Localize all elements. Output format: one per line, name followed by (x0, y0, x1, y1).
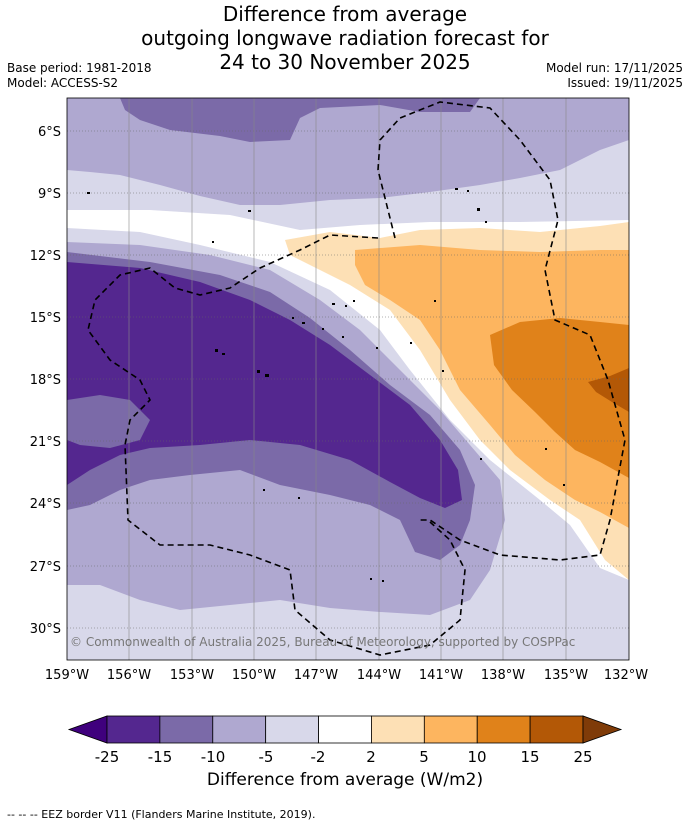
colorbar-segment (265, 715, 319, 744)
lon-label: 132°W (604, 668, 648, 683)
colorbar-tick-label: -10 (201, 748, 226, 766)
longitude-axis: 159°W 156°W 153°W 150°W 147°W 144°W 141°… (45, 668, 648, 683)
lat-label: 30°S (30, 622, 61, 637)
lon-label: 159°W (45, 668, 89, 683)
colorbar-tick-label: 15 (520, 748, 539, 766)
colorbar-segment (423, 715, 478, 744)
metadata-right: Model run: 17/11/2025 Issued: 19/11/2025 (546, 61, 683, 91)
colorbar-segment (159, 715, 214, 744)
lon-label: 147°W (294, 668, 338, 683)
colorbar-tick-label: 25 (573, 748, 592, 766)
band-plus5-plus10 (355, 245, 629, 528)
lon-label: 135°W (544, 668, 588, 683)
colorbar-tick-label: -15 (148, 748, 173, 766)
colorbar-segment (106, 715, 161, 744)
copyright-text: © Commonwealth of Australia 2025, Bureau… (70, 635, 575, 649)
eez-borders (87, 101, 626, 656)
lat-label: 6°S (38, 125, 61, 140)
colorbar (67, 715, 623, 744)
lat-label: 9°S (38, 187, 61, 202)
graticule (67, 130, 629, 629)
lat-label: 18°S (30, 373, 61, 388)
colorbar-segment (212, 715, 267, 744)
colorbar-tick-label: 10 (467, 748, 486, 766)
lat-label: 21°S (30, 435, 61, 450)
eez-legend: -- -- -- EEZ border V11 (Flanders Marine… (7, 808, 316, 821)
map-frame (66, 97, 630, 661)
lon-label: 141°W (419, 668, 463, 683)
colorbar-ticks: -25 -15 -10 -5 -2 2 5 10 15 25 (95, 748, 593, 766)
band-minus15-minus10-north (120, 98, 480, 142)
model-name: Model: ACCESS-S2 (7, 76, 119, 90)
title-line-2: outgoing longwave radiation forecast for (141, 26, 549, 50)
band-minus25-minus15 (67, 262, 462, 508)
colorbar-extend-low (67, 715, 108, 744)
colorbar-tick-label: 5 (419, 748, 429, 766)
colorbar-segment (318, 715, 372, 744)
colorbar-tick-label: -5 (259, 748, 274, 766)
lat-label: 12°S (30, 249, 61, 264)
lon-label: 156°W (107, 668, 151, 683)
colorbar-label: Difference from average (W/m2) (206, 770, 484, 790)
lon-label: 144°W (357, 668, 401, 683)
lat-label: 27°S (30, 560, 61, 575)
colorbar-tick-label: -2 (311, 748, 326, 766)
islands (87, 188, 565, 582)
colorbar-tick-label: -25 (95, 748, 120, 766)
colorbar-segment (476, 715, 531, 744)
colorbar-tick-label: 2 (366, 748, 376, 766)
lon-label: 150°W (232, 668, 276, 683)
title-line-1: Difference from average (222, 2, 468, 26)
metadata-left: Base period: 1981-2018 Model: ACCESS-S2 (7, 61, 152, 91)
base-period: Base period: 1981-2018 (7, 61, 152, 75)
colorbar-segment (371, 715, 425, 744)
model-run: Model run: 17/11/2025 (545, 61, 683, 75)
latitude-axis: 6°S 9°S 12°S 15°S 18°S 21°S 24°S 27°S 30… (30, 125, 61, 637)
colorbar-extend-high (582, 715, 623, 744)
colorbar-segment (529, 715, 584, 744)
band-plus15-plus25 (588, 368, 629, 412)
issued-date: Issued: 19/11/2025 (567, 76, 683, 90)
lat-label: 15°S (30, 311, 61, 326)
band-plus10-plus15 (490, 318, 629, 478)
title-line-3: 24 to 30 November 2025 (219, 50, 471, 74)
meridians (128, 98, 567, 660)
lon-label: 138°W (481, 668, 525, 683)
lon-label: 153°W (170, 668, 214, 683)
lat-label: 24°S (30, 497, 61, 512)
map-title: Difference from average outgoing longwav… (0, 2, 690, 74)
